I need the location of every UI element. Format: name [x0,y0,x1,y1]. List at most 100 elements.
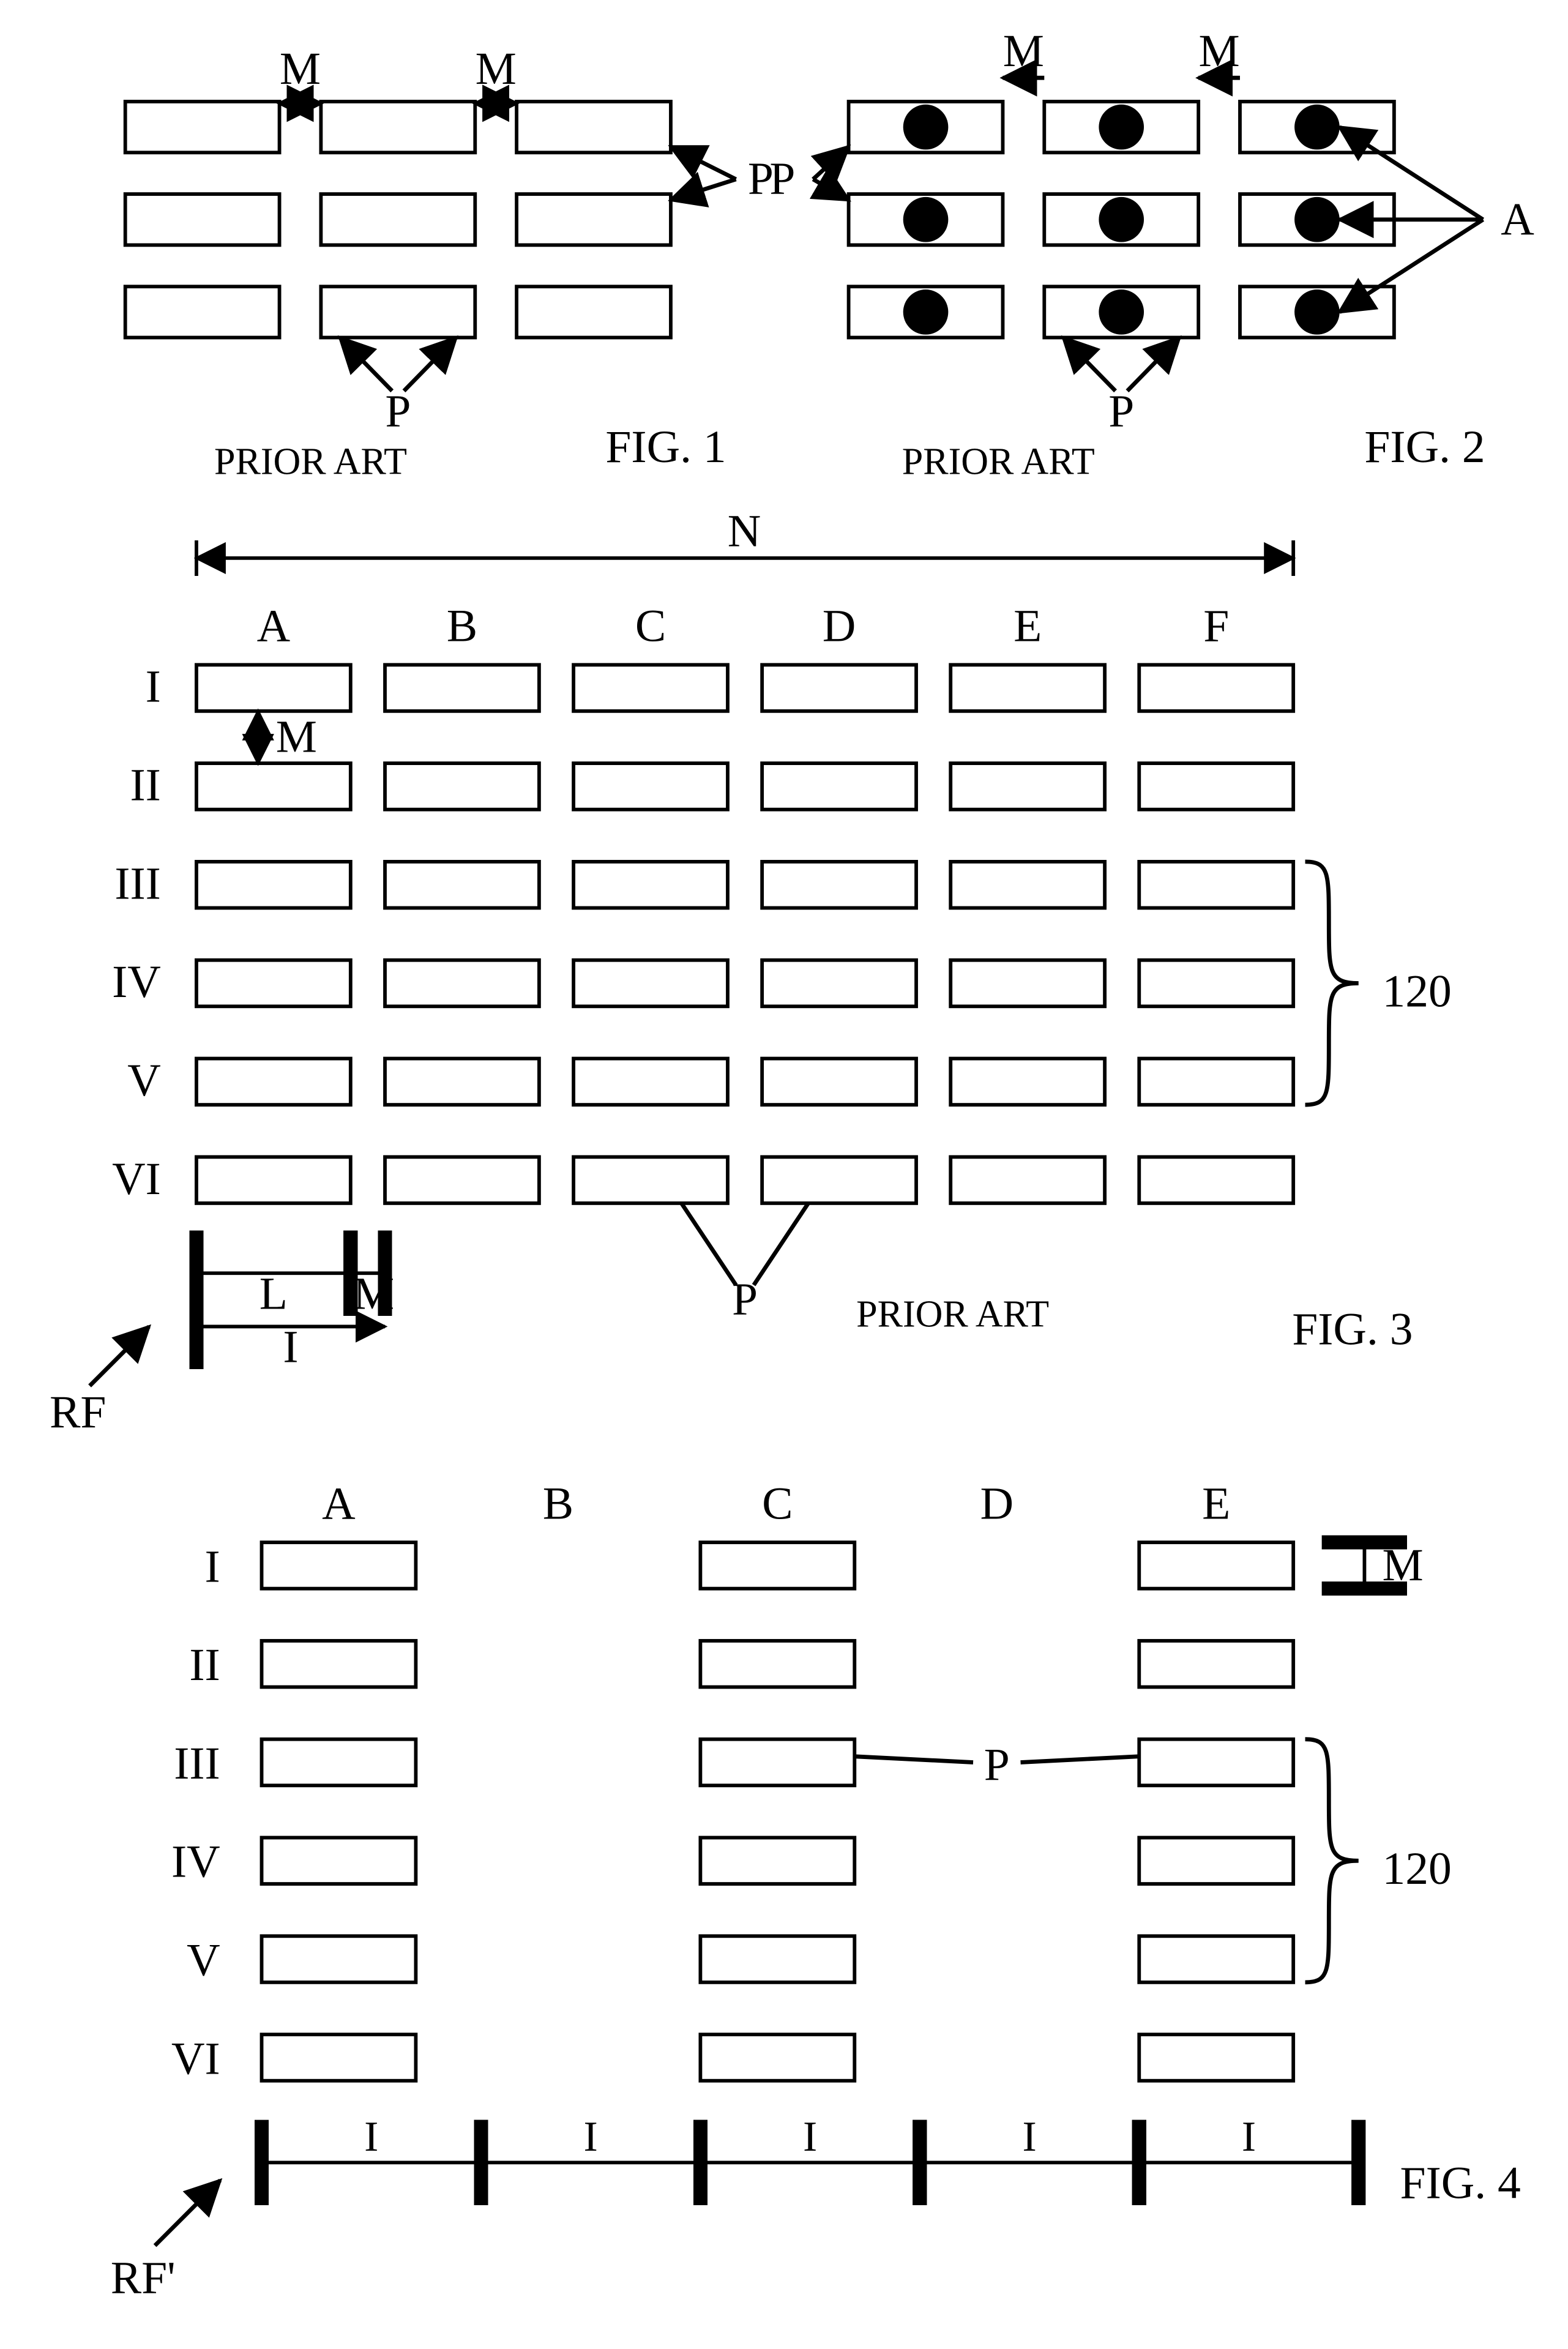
label-L: L [259,1268,288,1319]
label-M: M [353,1268,394,1319]
prior-art: PRIOR ART [856,1293,1049,1335]
dot [1294,105,1340,150]
col-label: D [823,601,856,652]
col-label: D [980,1478,1014,1529]
lead-P [754,1203,808,1285]
lead-P [1127,338,1179,391]
row-label: I [146,662,161,712]
pixel-box [125,286,280,337]
pixel-box [573,665,728,711]
lead-P [1021,1757,1140,1763]
pixel-box [262,2034,416,2081]
pixel-box [1139,665,1293,711]
pixel-box [950,763,1105,810]
col-label: F [1203,601,1229,652]
pixel-box [262,1739,416,1786]
dot [903,289,949,335]
lead-P [1063,338,1115,391]
pixel-box [196,763,351,810]
pixel-box [517,102,671,152]
pixel-box [385,960,539,1007]
pixel-box [262,1837,416,1884]
pixel-box [762,862,916,908]
pixel-box [196,862,351,908]
row-label: III [174,1738,220,1789]
dot [1294,197,1340,242]
label-RF: RF' [111,2253,176,2301]
col-label: B [543,1478,573,1529]
pixel-box [762,1059,916,1105]
pixel-box [196,960,351,1007]
pixel-box [262,1641,416,1687]
pixel-box [1139,763,1293,810]
pixel-box [573,862,728,908]
pixel-box [1139,960,1293,1007]
lead-RF [90,1326,149,1386]
pixel-box [1139,1059,1293,1105]
pixel-box [950,1059,1105,1105]
lead-RF [155,2180,220,2246]
pixel-box [1139,1837,1293,1884]
col-label: C [635,601,666,652]
prior-art: PRIOR ART [214,441,407,482]
col-label: E [1014,601,1042,652]
col-label: A [322,1478,356,1529]
pixel-box [700,1542,854,1589]
label-M: M [1003,26,1044,77]
row-label: IV [171,1837,220,1888]
fig1: MMPPPRIOR ARTFIG. 1 [125,43,774,482]
label-P: P [1108,386,1134,437]
pixel-box [1139,1641,1293,1687]
dot [1099,105,1144,150]
dot [903,197,949,242]
pixel-box [700,1641,854,1687]
col-label: E [1202,1478,1230,1529]
fig3: ABCDEFIIIIIIIVVVINMLMIP120RFPRIOR ARTFIG… [50,506,1452,1438]
label-I: I [803,2113,817,2160]
lead-P [813,147,848,179]
pixel-box [321,102,475,152]
fig-title: FIG. 4 [1400,2158,1521,2209]
label-N: N [728,506,761,557]
pixel-box [1139,1157,1293,1203]
pixel-box [1139,862,1293,908]
pixel-box [262,1542,416,1589]
label-RF: RF [50,1387,106,1438]
label-P: P [984,1740,1010,1791]
pixel-box [1139,2034,1293,2081]
row-label: V [127,1055,161,1106]
label-I: I [364,2113,378,2160]
label-I: I [1242,2113,1256,2160]
label-I: I [283,1322,298,1373]
pixel-box [125,194,280,245]
col-label: A [257,601,291,652]
label-P: P [769,154,795,204]
pixel-box [700,1936,854,1982]
dot [1294,289,1340,335]
pixel-box [125,102,280,152]
label-I: I [584,2113,598,2160]
prior-art: PRIOR ART [902,441,1095,482]
pixel-box [196,1059,351,1105]
lead-P [681,1203,736,1285]
lead-P [340,338,392,391]
lead-P [404,338,456,391]
col-label: C [762,1478,793,1529]
label-M: M [1382,1540,1423,1591]
pixel-box [385,862,539,908]
pixel-box [950,1157,1105,1203]
label-M: M [1198,26,1239,77]
label-I: I [1022,2113,1036,2160]
label-120: 120 [1382,966,1451,1017]
pixel-box [700,1739,854,1786]
pixel-box [950,862,1105,908]
pixel-box [517,286,671,337]
fig-title: FIG. 3 [1292,1304,1413,1354]
row-label: II [189,1640,220,1690]
pixel-box [1139,1542,1293,1589]
pixel-box [573,960,728,1007]
row-label: II [130,760,160,811]
pixel-box [385,1059,539,1105]
brace [1305,862,1359,1105]
label-M: M [280,43,321,94]
